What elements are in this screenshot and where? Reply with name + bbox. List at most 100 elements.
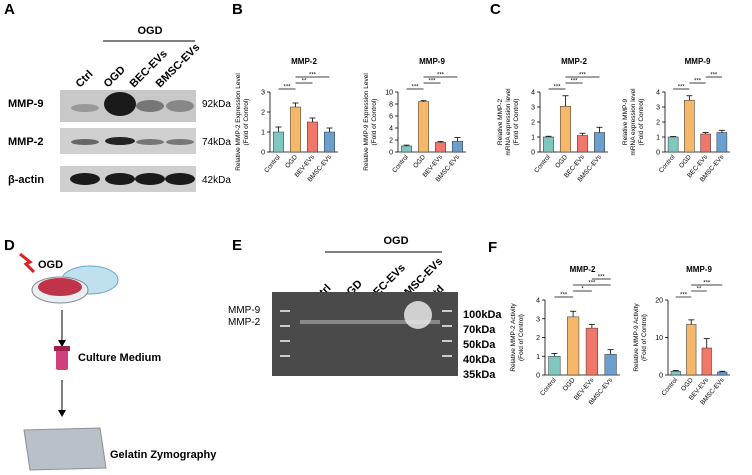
step-label: Gelatin Zymography bbox=[110, 449, 217, 461]
y-tick-label: 0 bbox=[536, 373, 540, 380]
bar bbox=[576, 135, 589, 153]
y-tick-label: 1 bbox=[531, 135, 535, 142]
y-tick-label: 4 bbox=[536, 298, 540, 305]
x-tick-label: OGD bbox=[554, 154, 569, 170]
y-axis-label: Relative MMP-9 Activity bbox=[633, 303, 640, 372]
ladder-label: 100kDa bbox=[463, 309, 502, 321]
bar bbox=[604, 354, 617, 376]
ladder-label: 35kDa bbox=[463, 369, 496, 381]
y-tick-label: 1 bbox=[536, 354, 540, 361]
y-tick-label: 10 bbox=[385, 90, 393, 97]
row-label: MMP-2 bbox=[8, 136, 43, 148]
chart-title: MMP-2 bbox=[561, 57, 587, 66]
y-tick-label: 4 bbox=[389, 126, 393, 133]
y-axis-label: (Fold of Control) bbox=[638, 99, 645, 146]
y-axis-label: mRNA expression level bbox=[505, 88, 512, 156]
dish-icon bbox=[19, 252, 119, 471]
x-tick-label: Control bbox=[660, 376, 679, 397]
significance-label: *** bbox=[703, 281, 711, 287]
x-tick-label: OGD bbox=[412, 154, 427, 170]
significance-label: *** bbox=[283, 85, 291, 91]
bar bbox=[434, 142, 447, 153]
lane-label: Ctrl bbox=[74, 68, 96, 90]
y-axis-label: Relative MMP-2 Activity bbox=[510, 303, 517, 372]
significance-label: *** bbox=[570, 79, 578, 85]
y-axis-label: (Fold of Control) bbox=[518, 314, 525, 361]
row-size: 42kDa bbox=[202, 175, 231, 186]
x-tick-label: Control bbox=[539, 376, 558, 397]
bar bbox=[289, 106, 302, 153]
significance-label: *** bbox=[428, 79, 436, 85]
y-axis-label: (Fold of Control) bbox=[641, 314, 648, 361]
y-tick-label: 2 bbox=[656, 120, 660, 127]
y-tick-label: 0 bbox=[261, 150, 265, 157]
x-tick-label: OGD bbox=[562, 377, 577, 393]
x-tick-label: Control bbox=[658, 153, 677, 174]
y-axis-label: Relative MMP-2 bbox=[497, 98, 504, 145]
bar bbox=[417, 101, 430, 153]
bar bbox=[670, 371, 681, 376]
gel bbox=[272, 292, 458, 376]
bar bbox=[548, 356, 561, 376]
bar bbox=[559, 106, 572, 153]
y-tick-label: 3 bbox=[656, 105, 660, 112]
bar bbox=[323, 131, 336, 153]
bar bbox=[716, 132, 728, 153]
y-tick-label: 0 bbox=[656, 150, 660, 157]
y-tick-label: 3 bbox=[261, 90, 265, 97]
panel-label: D bbox=[4, 237, 15, 254]
x-tick-label: Control bbox=[533, 153, 552, 174]
x-tick-label: OGD bbox=[284, 154, 299, 170]
bar bbox=[567, 316, 580, 376]
significance-label: *** bbox=[680, 293, 688, 299]
y-tick-label: 10 bbox=[655, 335, 663, 342]
ladder-label: 70kDa bbox=[463, 324, 496, 336]
y-tick-label: 2 bbox=[536, 335, 540, 342]
y-tick-label: 4 bbox=[531, 90, 535, 97]
bar bbox=[542, 136, 555, 153]
y-tick-label: 2 bbox=[261, 110, 265, 117]
row-label: MMP-9 bbox=[8, 98, 43, 110]
band-label: MMP-2 bbox=[228, 317, 261, 328]
group-label: OGD bbox=[383, 235, 408, 247]
chart-title: MMP-2 bbox=[291, 57, 317, 66]
panel-label: B bbox=[232, 1, 243, 18]
y-axis-label: Relative MMP-9 bbox=[622, 98, 629, 145]
bar bbox=[686, 324, 697, 376]
panel-label: E bbox=[232, 237, 242, 254]
y-axis-label: (Fold of Control) bbox=[243, 99, 250, 146]
row-size: 74kDa bbox=[202, 137, 231, 148]
chart-title: MMP-2 bbox=[570, 265, 596, 274]
lane-label: OGD bbox=[102, 64, 128, 90]
significance-label: *** bbox=[678, 85, 686, 91]
bar bbox=[717, 371, 728, 376]
chart-title: MMP-9 bbox=[686, 265, 712, 274]
significance-label: ** bbox=[697, 287, 702, 293]
y-tick-label: 2 bbox=[389, 138, 393, 145]
y-tick-label: 20 bbox=[655, 298, 663, 305]
chart-title: MMP-9 bbox=[419, 57, 445, 66]
y-axis-label: (Fold of Control) bbox=[371, 99, 378, 146]
ladder-label: 40kDa bbox=[463, 354, 496, 366]
bar bbox=[667, 136, 679, 153]
y-tick-label: 6 bbox=[389, 114, 393, 121]
significance-label: * bbox=[581, 287, 584, 293]
ladder-label: 50kDa bbox=[463, 339, 496, 351]
step-label: Culture Medium bbox=[78, 352, 161, 364]
bar bbox=[700, 133, 711, 153]
y-tick-label: 3 bbox=[531, 105, 535, 112]
chart-title: MMP-9 bbox=[685, 57, 711, 66]
y-tick-label: 0 bbox=[531, 150, 535, 157]
bar bbox=[593, 132, 606, 153]
significance-label: *** bbox=[694, 79, 702, 85]
panel-label: C bbox=[490, 1, 501, 18]
y-tick-label: 2 bbox=[531, 120, 535, 127]
significance-label: *** bbox=[411, 85, 419, 91]
y-tick-label: 3 bbox=[536, 316, 540, 323]
band-label: MMP-9 bbox=[228, 305, 261, 316]
y-tick-label: 8 bbox=[389, 102, 393, 109]
y-tick-label: 0 bbox=[389, 150, 393, 157]
significance-label: *** bbox=[710, 73, 718, 79]
bar bbox=[684, 100, 695, 153]
